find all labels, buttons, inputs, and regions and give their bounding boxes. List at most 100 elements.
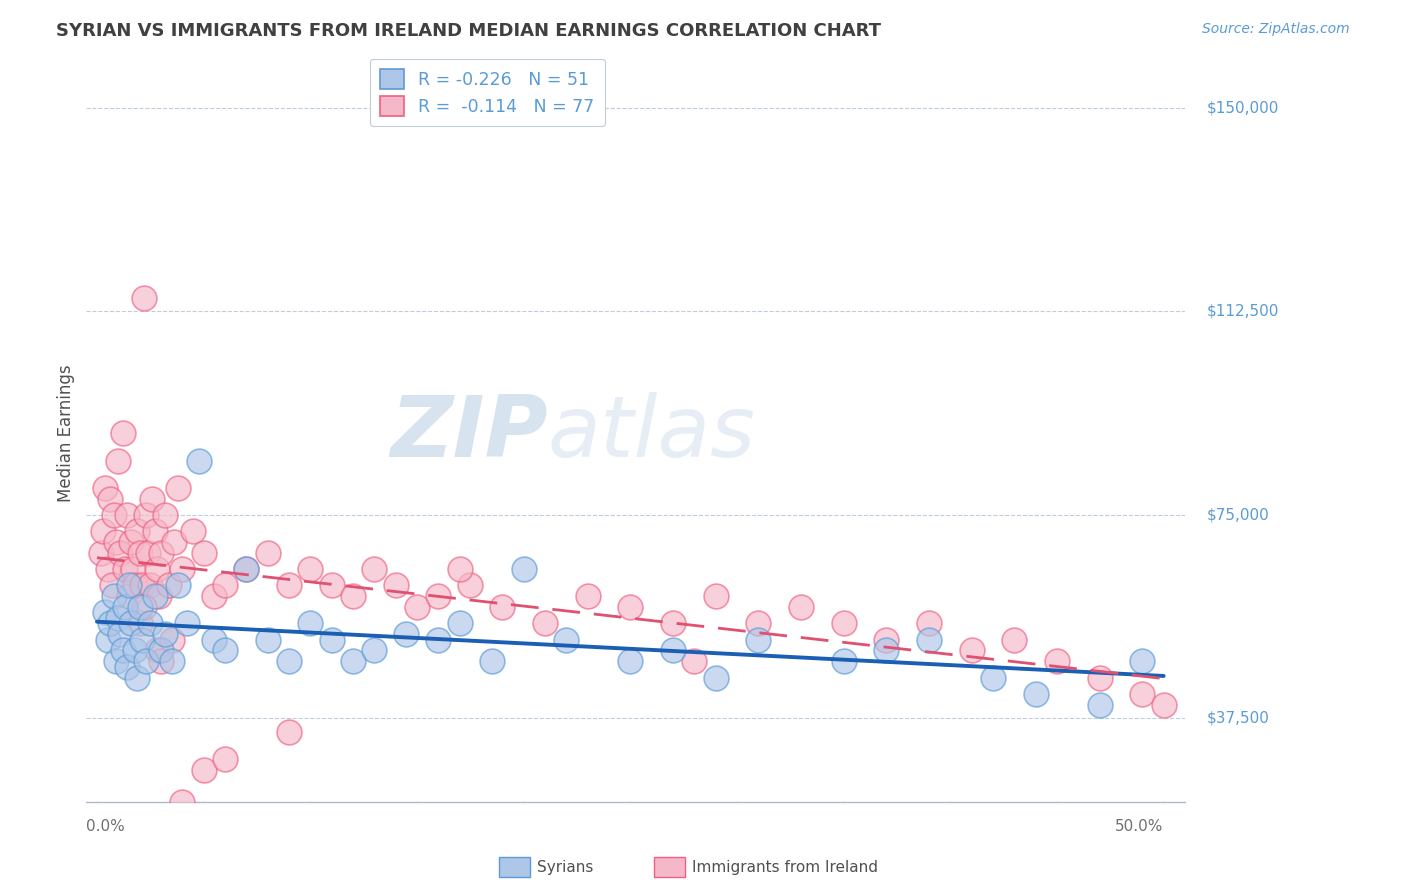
Point	[299, 562, 322, 576]
Point	[278, 724, 301, 739]
Point	[619, 654, 641, 668]
Point	[94, 481, 117, 495]
Point	[145, 643, 167, 657]
Point	[145, 562, 167, 576]
Point	[1025, 687, 1047, 701]
Text: 0.0%: 0.0%	[86, 819, 125, 833]
Point	[427, 632, 450, 647]
Point	[115, 659, 138, 673]
Point	[114, 562, 136, 576]
Point	[256, 546, 278, 560]
Point	[160, 632, 183, 647]
Point	[128, 599, 150, 614]
Point	[704, 589, 727, 603]
Point	[105, 654, 128, 668]
Point	[94, 606, 117, 620]
Point	[97, 632, 120, 647]
Point	[1046, 654, 1069, 668]
Point	[832, 654, 855, 668]
Point	[167, 481, 190, 495]
Point	[139, 616, 162, 631]
Point	[534, 616, 557, 631]
Point	[127, 671, 149, 685]
Point	[127, 524, 149, 538]
Text: $37,500: $37,500	[1206, 711, 1270, 726]
Point	[160, 654, 183, 668]
Point	[139, 578, 162, 592]
Point	[384, 578, 406, 592]
Point	[576, 589, 599, 603]
Y-axis label: Median Earnings: Median Earnings	[58, 365, 75, 502]
Point	[149, 546, 172, 560]
Point	[136, 546, 159, 560]
Text: 50.0%: 50.0%	[1115, 819, 1164, 833]
Point	[111, 643, 134, 657]
Point	[278, 654, 301, 668]
Point	[481, 654, 503, 668]
Point	[214, 752, 236, 766]
Point	[875, 643, 897, 657]
Point	[449, 562, 471, 576]
Point	[159, 578, 181, 592]
Point	[918, 632, 941, 647]
Point	[1130, 687, 1153, 701]
Point	[167, 578, 190, 592]
Point	[960, 643, 983, 657]
Point	[101, 578, 124, 592]
Text: $112,500: $112,500	[1206, 304, 1278, 319]
Point	[110, 627, 132, 641]
Legend: R = -0.226   N = 51, R =  -0.114   N = 77: R = -0.226 N = 51, R = -0.114 N = 77	[370, 59, 605, 127]
Point	[155, 627, 177, 641]
Point	[132, 291, 155, 305]
Point	[97, 562, 120, 576]
Point	[918, 616, 941, 631]
Point	[131, 632, 153, 647]
Point	[458, 578, 481, 592]
Point	[107, 453, 129, 467]
Point	[93, 524, 115, 538]
Point	[555, 632, 578, 647]
Point	[449, 616, 471, 631]
Point	[163, 535, 186, 549]
Point	[176, 616, 198, 631]
Text: Immigrants from Ireland: Immigrants from Ireland	[692, 860, 877, 874]
Point	[491, 599, 513, 614]
Point	[321, 578, 343, 592]
Point	[683, 654, 706, 668]
Point	[155, 508, 177, 522]
Point	[132, 599, 155, 614]
Point	[124, 578, 146, 592]
Text: atlas: atlas	[548, 392, 756, 475]
Point	[98, 491, 121, 506]
Point	[363, 643, 385, 657]
Text: Syrians: Syrians	[537, 860, 593, 874]
Point	[875, 632, 897, 647]
Text: SYRIAN VS IMMIGRANTS FROM IRELAND MEDIAN EARNINGS CORRELATION CHART: SYRIAN VS IMMIGRANTS FROM IRELAND MEDIAN…	[56, 22, 882, 40]
Point	[120, 616, 142, 631]
Point	[135, 654, 157, 668]
Point	[98, 616, 121, 631]
Point	[103, 589, 125, 603]
Point	[395, 627, 418, 641]
Point	[135, 508, 157, 522]
Point	[128, 546, 150, 560]
Point	[118, 589, 141, 603]
Point	[299, 616, 322, 631]
Point	[149, 654, 172, 668]
Point	[512, 562, 534, 576]
Point	[1002, 632, 1025, 647]
Text: ZIP: ZIP	[389, 392, 548, 475]
Point	[149, 643, 172, 657]
Point	[790, 599, 813, 614]
Point	[747, 616, 769, 631]
Text: Source: ZipAtlas.com: Source: ZipAtlas.com	[1202, 22, 1350, 37]
Point	[107, 611, 129, 625]
Point	[214, 578, 236, 592]
Point	[832, 616, 855, 631]
Point	[1153, 698, 1175, 712]
Point	[90, 546, 112, 560]
Point	[110, 546, 132, 560]
Point	[181, 524, 204, 538]
Point	[143, 524, 166, 538]
Point	[111, 426, 134, 441]
